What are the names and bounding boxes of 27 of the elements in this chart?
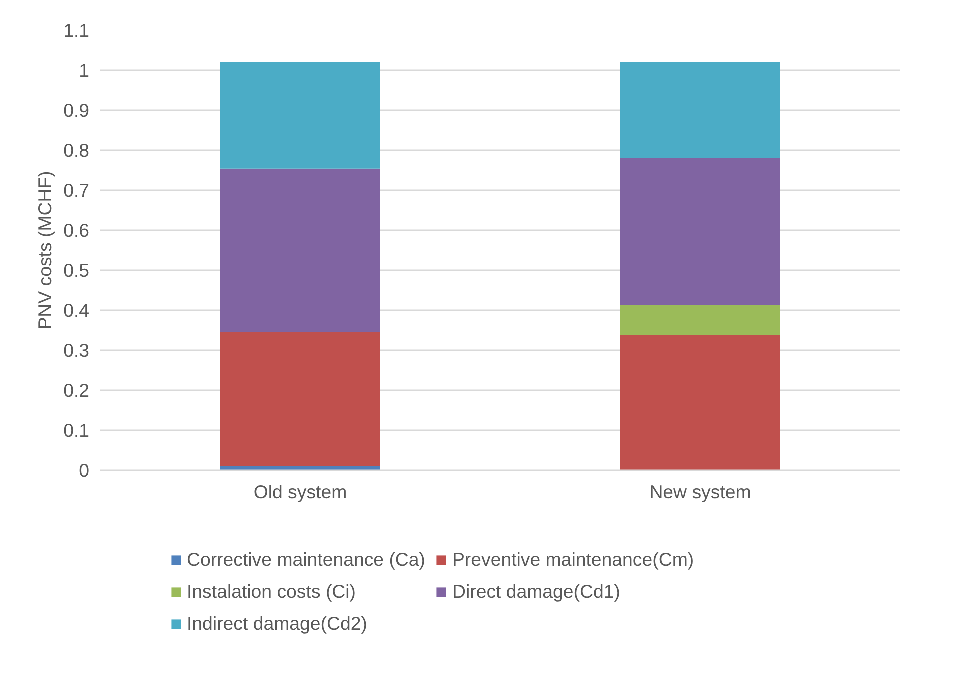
legend-label: Preventive maintenance(Cm) [452,549,694,571]
y-tick-label: 0.8 [64,140,90,161]
bar [620,305,780,336]
bar [620,62,780,158]
x-tick-label: Old system [254,482,348,502]
y-tick-label: 1.1 [64,20,90,41]
x-tick-label: New system [650,482,752,502]
y-tick-label: 0 [79,460,90,481]
y-tick-label: 0.3 [64,340,90,361]
y-tick-label: 0.6 [64,220,90,241]
y-tick-label: 0.4 [64,300,90,321]
y-tick-label: 0.2 [64,380,90,401]
legend-label: Instalation costs (Ci) [187,581,356,603]
y-tick-label: 0.1 [64,420,90,441]
bar [220,168,380,332]
legend-label: Corrective maintenance (Ca) [187,549,426,571]
y-tick-label: 0.5 [64,260,90,281]
bar [220,62,380,169]
bar [220,332,380,466]
y-tick-label: 0.7 [64,180,90,201]
y-tick-label: 0.9 [64,100,90,121]
legend-label: Direct damage(Cd1) [452,581,620,603]
y-tick-label: 1 [79,60,90,81]
bar [620,158,780,306]
legend-label: Indirect damage(Cd2) [187,613,368,635]
bar [620,335,780,470]
y-axis-title: PNV costs (MCHF) [34,171,56,330]
